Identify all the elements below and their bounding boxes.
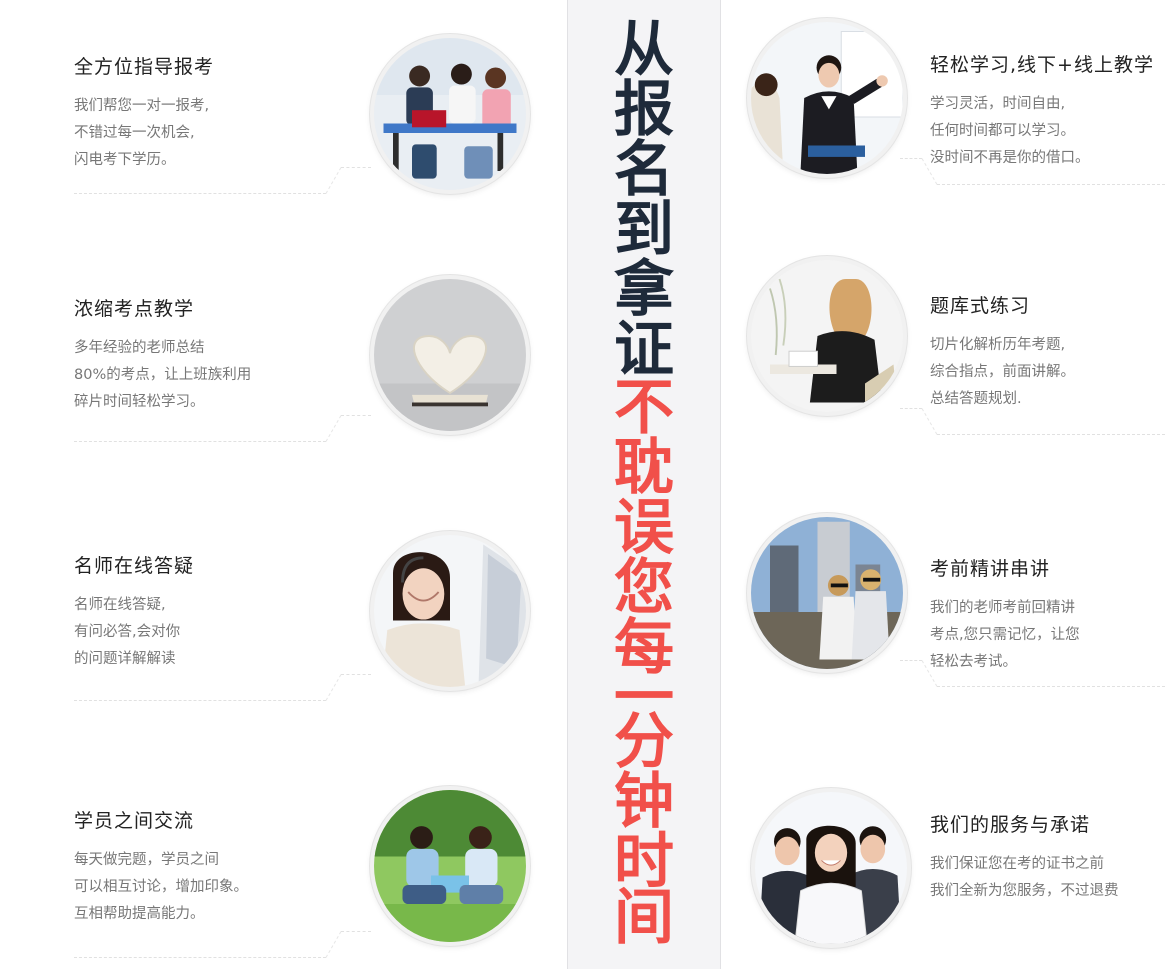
description-line: 闪电考下学历。 — [74, 152, 176, 168]
feature-question-bank: 题库式练习 切片化解析历年考题, 综合指点，前面讲解。 总结答题规划. — [930, 291, 1165, 413]
woman-writing-photo — [747, 256, 907, 416]
divider — [74, 193, 326, 194]
slogan-char-highlight: 每 — [614, 613, 674, 683]
description-line: 有问必答,会对你 — [74, 624, 181, 640]
description-line: 可以相互讨论，增加印象。 — [74, 879, 248, 895]
vertical-slogan-banner: 从 报 名 到 拿 证 不 耽 误 您 每 一 分 钟 时 间 — [567, 0, 721, 969]
feature-condensed-teaching: 浓缩考点教学 多年经验的老师总结 80%的考点，让上班族利用 碎片时间轻松学习。 — [74, 294, 374, 416]
description-line: 名师在线答疑, — [74, 597, 166, 613]
description-line: 学习灵活，时间自由, — [930, 96, 1066, 112]
slogan-char: 从 — [614, 15, 674, 85]
description-line: 互相帮助提高能力。 — [74, 906, 205, 922]
feature-title: 题库式练习 — [930, 295, 1031, 317]
feature-description: 多年经验的老师总结 80%的考点，让上班族利用 碎片时间轻松学习。 — [74, 335, 374, 416]
divider — [900, 660, 922, 661]
slogan-char: 证 — [614, 315, 674, 385]
description-line: 我们的老师考前回精讲 — [930, 600, 1075, 616]
feature-description: 每天做完题，学员之间 可以相互讨论，增加印象。 互相帮助提高能力。 — [74, 847, 374, 928]
headset-teacher-photo — [370, 531, 530, 691]
divider — [937, 434, 1165, 435]
divider — [937, 686, 1165, 687]
divider — [325, 415, 342, 442]
description-line: 综合指点，前面讲解。 — [930, 364, 1075, 380]
divider — [900, 408, 922, 409]
slogan-char-highlight: 时 — [614, 827, 674, 897]
divider — [937, 184, 1165, 185]
description-line: 考点,您只需记忆，让您 — [930, 627, 1080, 643]
description-line: 任何时间都可以学习。 — [930, 123, 1075, 139]
feature-description: 切片化解析历年考题, 综合指点，前面讲解。 总结答题规划. — [930, 332, 1165, 413]
description-line: 轻松去考试。 — [930, 654, 1017, 670]
feature-student-exchange: 学员之间交流 每天做完题，学员之间 可以相互讨论，增加印象。 互相帮助提高能力。 — [74, 806, 374, 928]
feature-title: 轻松学习,线下+线上教学 — [930, 54, 1154, 76]
slogan-char-highlight: 耽 — [614, 433, 674, 503]
divider — [74, 700, 326, 701]
lecturer-whiteboard-photo — [747, 18, 907, 178]
description-line: 没时间不再是你的借口。 — [930, 150, 1090, 166]
students-on-grass-photo — [370, 786, 530, 946]
slogan-char-highlight: 间 — [614, 883, 674, 953]
description-line: 80%的考点，让上班族利用 — [74, 367, 252, 383]
feature-guided-registration: 全方位指导报考 我们帮您一对一报考, 不错过每一次机会, 闪电考下学历。 — [74, 52, 374, 174]
heart-book-photo — [370, 275, 530, 435]
description-line: 碎片时间轻松学习。 — [74, 394, 205, 410]
feature-description: 我们保证您在考的证书之前 我们全新为您服务，不过退费 — [930, 851, 1165, 905]
divider — [325, 674, 342, 701]
feature-title: 浓缩考点教学 — [74, 298, 195, 320]
feature-service-commitment: 我们的服务与承诺 我们保证您在考的证书之前 我们全新为您服务，不过退费 — [930, 810, 1165, 905]
slogan-char-highlight: 钟 — [614, 767, 674, 837]
slogan-char-highlight: 误 — [614, 493, 674, 563]
description-line: 切片化解析历年考题, — [930, 337, 1066, 353]
feature-pre-exam-review: 考前精讲串讲 我们的老师考前回精讲 考点,您只需记忆，让您 轻松去考试。 — [930, 554, 1165, 676]
divider — [341, 674, 371, 675]
slogan-char: 名 — [614, 135, 674, 205]
feature-title: 名师在线答疑 — [74, 555, 195, 577]
slogan-char: 到 — [614, 195, 674, 265]
feature-online-qa: 名师在线答疑 名师在线答疑, 有问必答,会对你 的问题详解解读 — [74, 551, 374, 673]
divider — [341, 931, 371, 932]
description-line: 我们全新为您服务，不过退费 — [930, 883, 1119, 899]
description-line: 我们保证您在考的证书之前 — [930, 856, 1104, 872]
city-women-photo — [747, 513, 907, 673]
divider — [74, 441, 326, 442]
divider — [341, 167, 371, 168]
description-line: 我们帮您一对一报考, — [74, 98, 210, 114]
description-line: 不错过每一次机会, — [74, 125, 195, 141]
divider — [74, 957, 326, 958]
slogan-char: 拿 — [614, 255, 674, 325]
divider — [341, 415, 371, 416]
description-line: 多年经验的老师总结 — [74, 340, 205, 356]
feature-description: 名师在线答疑, 有问必答,会对你 的问题详解解读 — [74, 592, 374, 673]
feature-title: 我们的服务与承诺 — [930, 814, 1091, 836]
slogan-char-highlight: 您 — [614, 553, 674, 623]
feature-description: 我们的老师考前回精讲 考点,您只需记忆，让您 轻松去考试。 — [930, 595, 1165, 676]
divider — [325, 931, 342, 958]
slogan-char-highlight: 分 — [614, 707, 674, 777]
description-line: 总结答题规划. — [930, 391, 1022, 407]
feature-flexible-learning: 轻松学习,线下+线上教学 学习灵活，时间自由, 任何时间都可以学习。 没时间不再… — [930, 50, 1165, 172]
feature-description: 学习灵活，时间自由, 任何时间都可以学习。 没时间不再是你的借口。 — [930, 91, 1165, 172]
slogan-char-highlight: 一 — [614, 663, 674, 733]
slogan-char: 报 — [614, 75, 674, 145]
slogan-char-highlight: 不 — [614, 373, 674, 443]
feature-description: 我们帮您一对一报考, 不错过每一次机会, 闪电考下学历。 — [74, 93, 374, 174]
students-at-table-photo — [370, 34, 530, 194]
description-line: 每天做完题，学员之间 — [74, 852, 219, 868]
divider — [900, 158, 922, 159]
feature-title: 全方位指导报考 — [74, 56, 215, 78]
description-line: 的问题详解解读 — [74, 651, 176, 667]
feature-title: 学员之间交流 — [74, 810, 195, 832]
business-team-photo — [751, 788, 911, 948]
feature-title: 考前精讲串讲 — [930, 558, 1051, 580]
